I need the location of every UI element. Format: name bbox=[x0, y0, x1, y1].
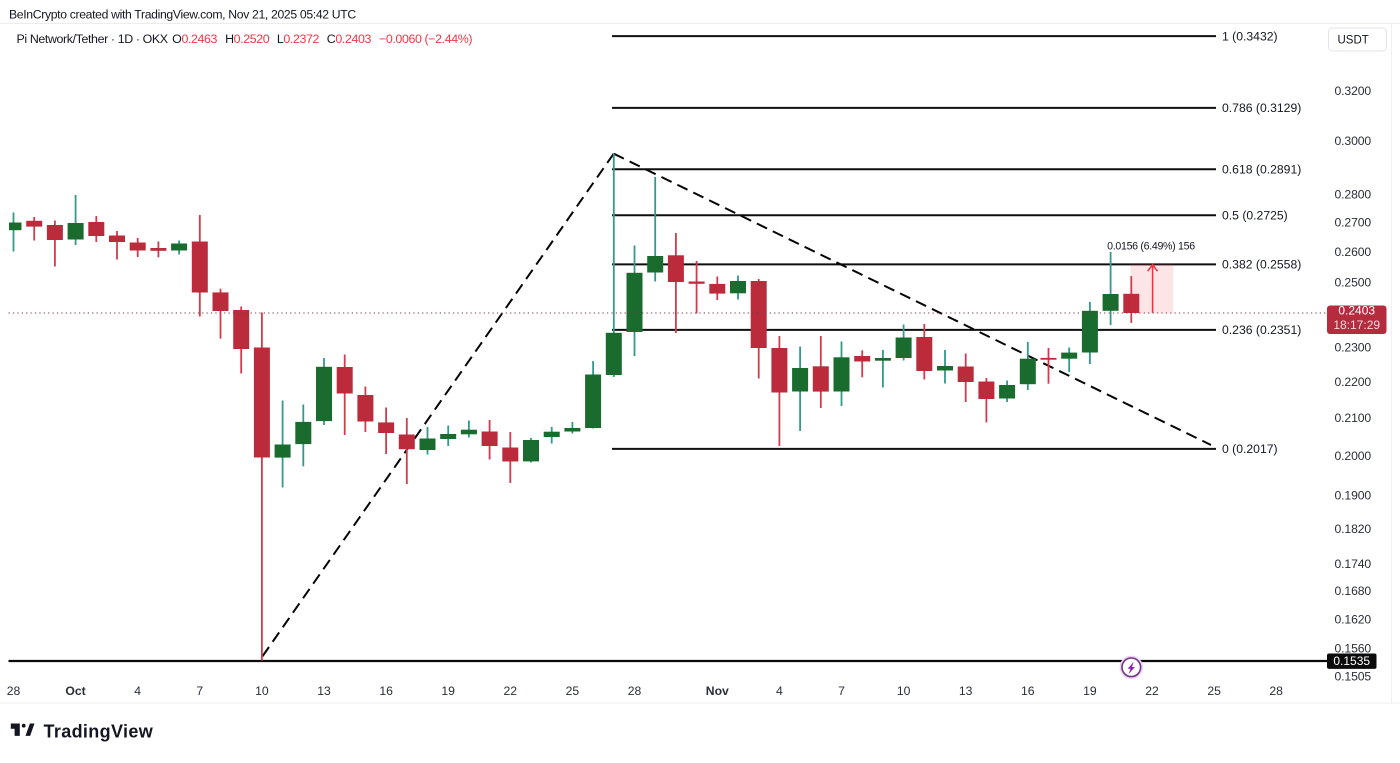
svg-text:0.1505: 0.1505 bbox=[1335, 670, 1372, 684]
svg-text:13: 13 bbox=[959, 684, 973, 698]
svg-text:0.2300: 0.2300 bbox=[1335, 340, 1372, 354]
svg-text:0.3200: 0.3200 bbox=[1335, 84, 1372, 98]
svg-text:1 (0.3432): 1 (0.3432) bbox=[1222, 29, 1278, 43]
svg-text:0.2200: 0.2200 bbox=[1335, 375, 1372, 389]
svg-text:0.3000: 0.3000 bbox=[1335, 134, 1372, 148]
svg-text:28: 28 bbox=[628, 684, 642, 698]
svg-text:0.618 (0.2891): 0.618 (0.2891) bbox=[1222, 163, 1301, 177]
svg-text:0.2403: 0.2403 bbox=[1338, 304, 1375, 318]
svg-text:0.2000: 0.2000 bbox=[1335, 449, 1372, 463]
svg-text:0.0156 (6.49%) 156: 0.0156 (6.49%) 156 bbox=[1107, 241, 1195, 253]
svg-text:USDT: USDT bbox=[1338, 34, 1369, 46]
svg-text:7: 7 bbox=[838, 684, 845, 698]
svg-text:13: 13 bbox=[317, 684, 331, 698]
svg-text:16: 16 bbox=[1021, 684, 1035, 698]
svg-text:10: 10 bbox=[255, 684, 269, 698]
svg-text:0.382 (0.2558): 0.382 (0.2558) bbox=[1222, 258, 1301, 272]
svg-text:0.2800: 0.2800 bbox=[1335, 188, 1372, 202]
svg-text:16: 16 bbox=[379, 684, 393, 698]
svg-text:7: 7 bbox=[196, 684, 203, 698]
svg-text:0.2700: 0.2700 bbox=[1335, 216, 1372, 230]
svg-text:28: 28 bbox=[7, 684, 21, 698]
svg-text:0 (0.2017): 0 (0.2017) bbox=[1222, 442, 1278, 456]
svg-text:0.786 (0.3129): 0.786 (0.3129) bbox=[1222, 101, 1301, 115]
svg-text:Nov: Nov bbox=[706, 684, 729, 698]
svg-text:0.2100: 0.2100 bbox=[1335, 411, 1372, 425]
svg-text:0.1560: 0.1560 bbox=[1335, 642, 1372, 656]
svg-text:10: 10 bbox=[897, 684, 911, 698]
svg-text:4: 4 bbox=[134, 684, 141, 698]
svg-text:0.1900: 0.1900 bbox=[1335, 489, 1372, 503]
svg-text:22: 22 bbox=[504, 684, 518, 698]
svg-text:22: 22 bbox=[1145, 684, 1159, 698]
svg-text:19: 19 bbox=[441, 684, 455, 698]
svg-text:0.236 (0.2351): 0.236 (0.2351) bbox=[1222, 323, 1301, 337]
svg-text:0.1620: 0.1620 bbox=[1335, 612, 1372, 626]
svg-text:0.2600: 0.2600 bbox=[1335, 245, 1372, 259]
svg-text:0.5 (0.2725): 0.5 (0.2725) bbox=[1222, 209, 1288, 223]
svg-text:0.1680: 0.1680 bbox=[1335, 584, 1372, 598]
svg-text:0.1740: 0.1740 bbox=[1335, 557, 1372, 571]
svg-text:18:17:29: 18:17:29 bbox=[1333, 318, 1380, 332]
svg-text:TradingView: TradingView bbox=[44, 721, 154, 741]
svg-text:0.1535: 0.1535 bbox=[1333, 654, 1370, 668]
svg-text:28: 28 bbox=[1269, 684, 1283, 698]
svg-text:0.1820: 0.1820 bbox=[1335, 522, 1372, 536]
svg-text:0.2500: 0.2500 bbox=[1335, 276, 1372, 290]
svg-text:BeInCrypto created with Tradin: BeInCrypto created with TradingView.com,… bbox=[9, 7, 356, 21]
svg-text:4: 4 bbox=[776, 684, 783, 698]
svg-text:25: 25 bbox=[1207, 684, 1221, 698]
svg-text:25: 25 bbox=[566, 684, 580, 698]
svg-text:19: 19 bbox=[1083, 684, 1097, 698]
svg-text:Oct: Oct bbox=[65, 684, 85, 698]
